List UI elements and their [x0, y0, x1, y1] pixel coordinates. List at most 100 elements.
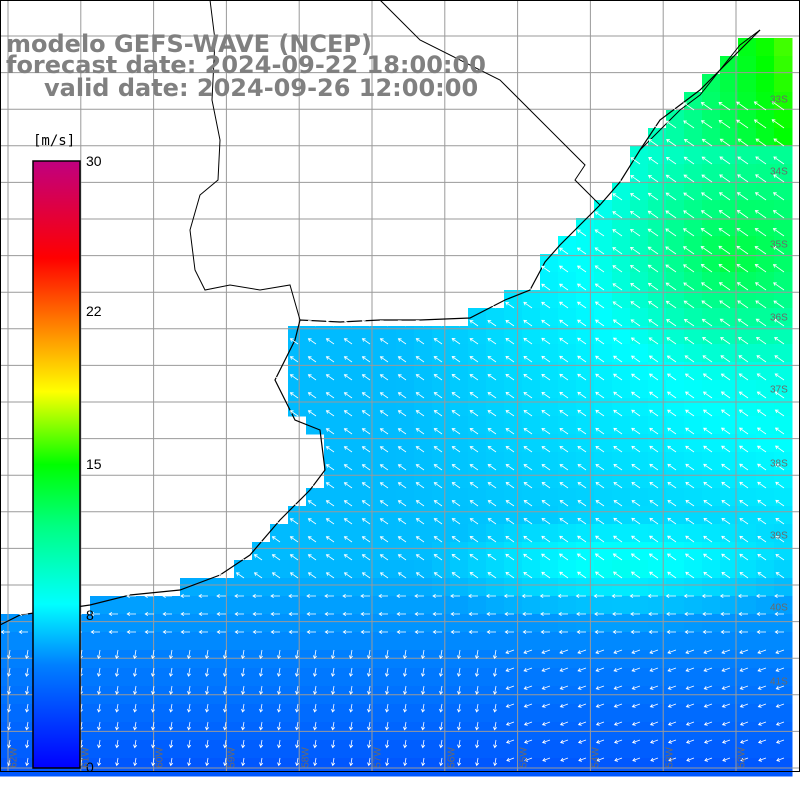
- speed-cell: [612, 506, 631, 525]
- speed-cell: [666, 650, 685, 669]
- wind-arrow: [204, 649, 209, 660]
- wind-arrow: [132, 667, 137, 677]
- wind-arrow: [307, 482, 317, 489]
- wind-arrow: [613, 481, 623, 489]
- speed-cell: [414, 362, 433, 381]
- wind-arrow: [594, 265, 605, 273]
- wind-arrow: [487, 464, 497, 471]
- wind-arrow: [415, 464, 425, 471]
- speed-cell: [306, 704, 325, 723]
- wind-arrow: [523, 535, 533, 543]
- speed-cell: [738, 254, 757, 273]
- wind-arrow: [613, 445, 623, 453]
- wind-arrow: [505, 410, 515, 417]
- speed-cell: [126, 632, 145, 651]
- wind-arrow: [613, 685, 623, 690]
- speed-cell: [450, 524, 469, 543]
- wind-arrow: [720, 409, 731, 417]
- wind-arrow: [683, 593, 694, 599]
- speed-cell: [378, 650, 397, 669]
- speed-cell: [558, 254, 577, 273]
- wind-arrow: [594, 553, 605, 561]
- wind-arrow: [667, 481, 677, 489]
- wind-arrow: [474, 649, 479, 660]
- speed-cell: [522, 578, 541, 597]
- wind-arrow: [379, 464, 389, 471]
- wind-arrow: [397, 356, 407, 363]
- wind-arrow: [685, 427, 695, 435]
- wind-arrow: [360, 593, 370, 599]
- wind-arrow: [294, 667, 299, 677]
- wind-arrow: [758, 757, 767, 762]
- speed-cell: [774, 344, 793, 363]
- wind-arrow: [523, 703, 533, 708]
- wind-arrow: [295, 757, 300, 767]
- wind-arrow: [613, 703, 623, 708]
- speed-cell: [738, 344, 757, 363]
- wind-arrow: [701, 300, 713, 309]
- speed-cell: [522, 650, 541, 669]
- speed-cell: [756, 74, 775, 93]
- speed-cell: [648, 452, 667, 471]
- speed-cell: [666, 452, 685, 471]
- speed-cell: [594, 362, 613, 381]
- wind-arrow: [523, 373, 533, 381]
- speed-cell: [450, 560, 469, 579]
- speed-cell: [360, 434, 379, 453]
- wind-arrow: [541, 373, 551, 381]
- wind-arrow: [349, 685, 354, 695]
- wind-arrow: [349, 721, 354, 731]
- speed-cell: [558, 362, 577, 381]
- wind-arrow: [666, 373, 677, 381]
- wind-arrow: [234, 611, 244, 617]
- wind-arrow: [721, 481, 731, 489]
- wind-arrow: [277, 721, 282, 731]
- speed-cell: [594, 614, 613, 633]
- speed-cell: [702, 308, 721, 327]
- speed-cell: [396, 398, 415, 417]
- speed-cell: [18, 668, 37, 687]
- wind-arrow: [151, 721, 156, 731]
- wind-arrow: [187, 685, 192, 695]
- wind-arrow: [719, 593, 730, 599]
- wind-arrow: [700, 120, 713, 129]
- wind-arrow: [330, 649, 335, 660]
- speed-cell: [666, 272, 685, 291]
- speed-cell: [468, 434, 487, 453]
- wind-arrow: [595, 649, 605, 654]
- speed-cell: [234, 596, 253, 615]
- speed-cell: [738, 200, 757, 219]
- speed-cell: [666, 164, 685, 183]
- speed-cell: [630, 524, 649, 543]
- speed-cell: [540, 290, 559, 309]
- wind-arrow: [325, 446, 335, 453]
- speed-cell: [360, 470, 379, 489]
- wind-arrow: [775, 463, 785, 471]
- speed-cell: [756, 704, 775, 723]
- wind-arrow: [703, 517, 713, 525]
- wind-arrow: [505, 685, 515, 690]
- wind-arrow: [325, 338, 335, 345]
- wind-arrow: [631, 391, 641, 399]
- wind-arrow: [755, 138, 767, 147]
- wind-arrow: [349, 757, 354, 767]
- wind-arrow: [559, 649, 569, 654]
- wind-arrow: [595, 463, 605, 471]
- wind-arrow: [738, 355, 749, 363]
- wind-arrow: [348, 667, 353, 677]
- wind-arrow: [703, 739, 713, 744]
- speed-cell: [774, 668, 793, 687]
- speed-cell: [306, 578, 325, 597]
- speed-cell: [648, 434, 667, 453]
- speed-cell: [162, 740, 181, 759]
- wind-arrow: [361, 338, 371, 345]
- speed-cell: [432, 740, 451, 759]
- wind-arrow: [558, 611, 568, 617]
- speed-cell: [486, 470, 505, 489]
- wind-arrow: [612, 337, 623, 345]
- wind-arrow: [648, 157, 659, 165]
- speed-cell: [306, 506, 325, 525]
- speed-cell: [558, 470, 577, 489]
- wind-arrow: [379, 518, 389, 525]
- wind-arrow: [505, 301, 515, 309]
